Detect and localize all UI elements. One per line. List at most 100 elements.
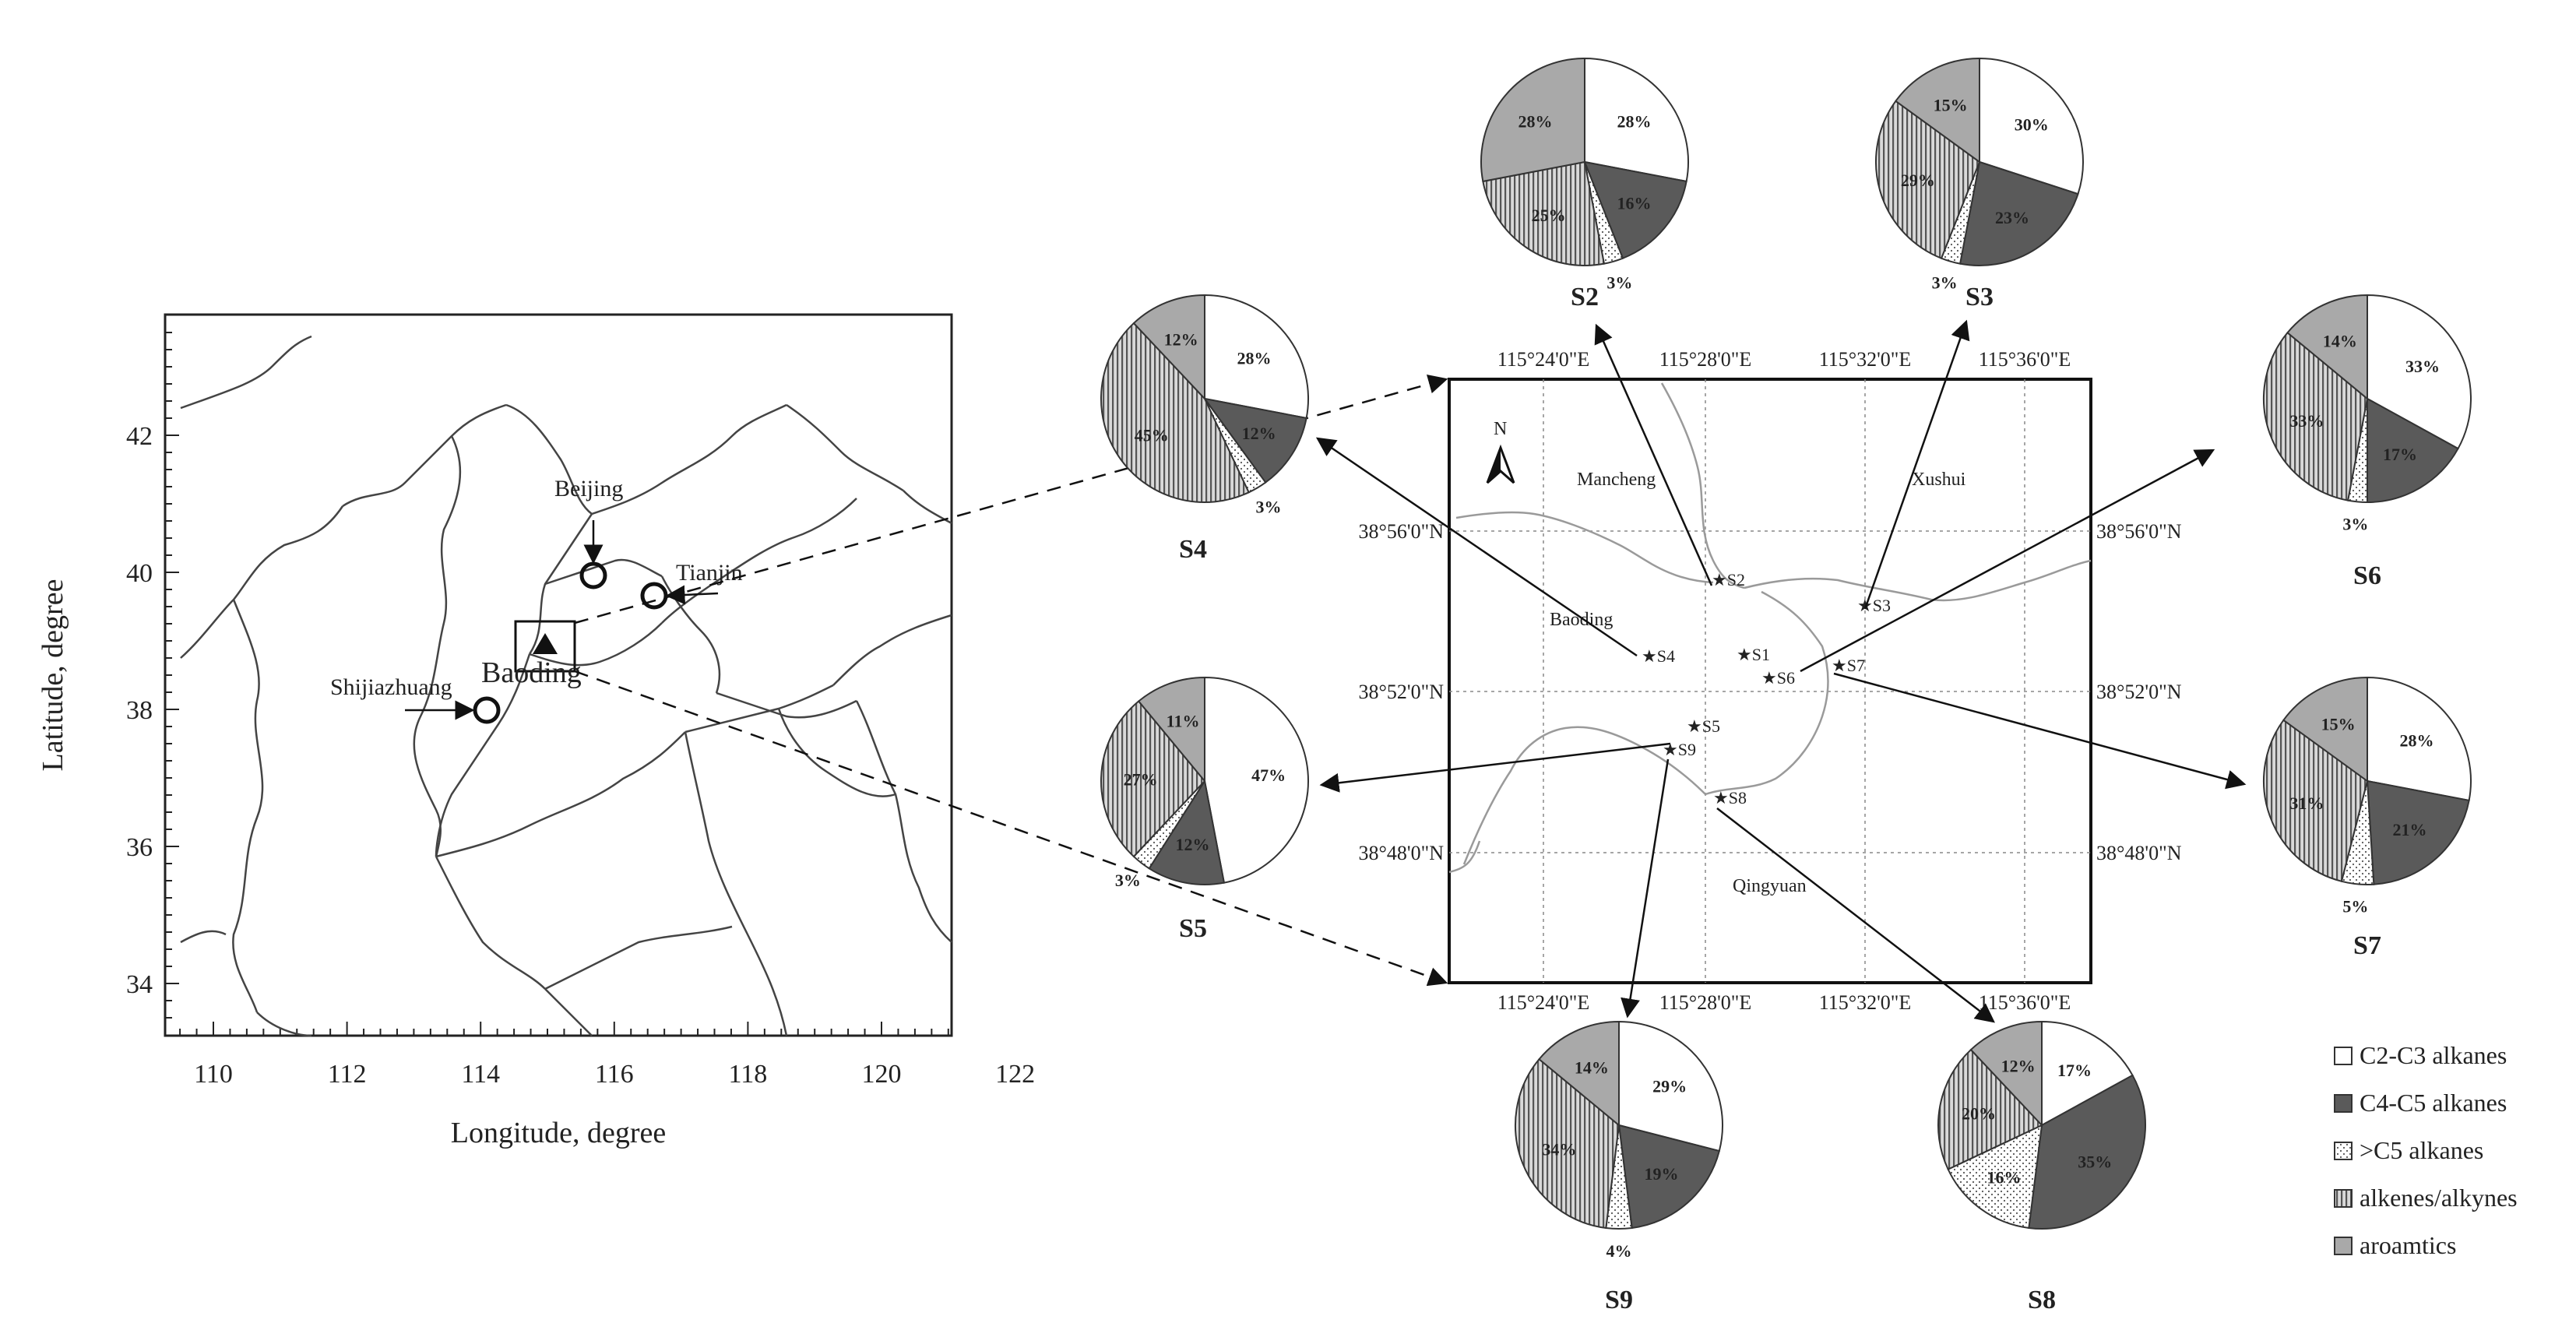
pie-slice-label: 21% [2393, 820, 2427, 839]
pie-slice [2286, 294, 2368, 401]
pie-title: S2 [1571, 283, 1599, 311]
leader-baoding-s5 [574, 670, 1448, 987]
province-boundaries [180, 335, 952, 1037]
pie-slice-label: 34% [1542, 1139, 1576, 1159]
site-s3: ★S3 [1857, 596, 1891, 615]
city-label-tianjin: Tianjin [676, 560, 743, 586]
pie-slice [1132, 294, 1205, 401]
pie-slice-label: 29% [1901, 171, 1935, 190]
pie-title: S3 [1965, 283, 1994, 311]
pie-slice-label: 3% [1115, 871, 1141, 890]
pie-s4: 28% 12% 3% 45% 12% S4 [1100, 294, 1309, 564]
pie-slice [1875, 100, 1981, 259]
pie-slice-label: 14% [1575, 1057, 1609, 1077]
pie-slice-label: 4% [1606, 1241, 1632, 1261]
pie-slice-label: 31% [2289, 793, 2324, 813]
pie-slice-label: 33% [2289, 411, 2324, 431]
leader-s3 [1863, 319, 1970, 610]
pie-slice [2367, 676, 2472, 802]
y-tick-label: 40 [126, 559, 153, 588]
pie-slice [1148, 779, 1226, 885]
pie-slice-label: 28% [2400, 730, 2434, 750]
pie-slice-label: 12% [1164, 329, 1198, 349]
top-coord-label: 115°32'0"E [1819, 348, 1912, 371]
top-coord-label: 115°36'0"E [1979, 348, 2071, 371]
site-s5: ★S5 [1687, 716, 1720, 736]
city-marker-baoding [533, 633, 558, 654]
left-coord-label: 38°56'0"N [1359, 520, 1445, 543]
pie-slice-label: 23% [1995, 208, 2029, 227]
pie-slice-label: 28% [1617, 111, 1652, 131]
pie-s3: 30% 23% 3% 29% 15% S3 [1875, 57, 2084, 311]
site-s7: ★S7 [1832, 656, 1865, 675]
pie-slice [1204, 676, 1309, 884]
pie-s5: 47% 12% 3% 27% 11% S5 [1100, 676, 1309, 943]
site-s6: ★S6 [1761, 668, 1795, 688]
pie-slice-label: 12% [2001, 1056, 2036, 1075]
pie-slice [2263, 331, 2369, 501]
top-coord-label: 115°24'0"E [1497, 348, 1590, 371]
city-label-shijiazhuang: Shijiazhuang [330, 674, 452, 700]
pie-slice [1515, 1057, 1621, 1230]
legend-swatch-c4c5 [2334, 1094, 2353, 1113]
pie-slice [1584, 57, 1689, 183]
bottom-coord-label: 115°24'0"E [1497, 991, 1590, 1014]
pie-slice-label: 28% [1237, 348, 1272, 368]
pie-slice-label: 19% [1645, 1164, 1679, 1184]
detail-map-frame [1448, 378, 2092, 984]
pie-slice-label: 16% [1987, 1168, 2022, 1188]
leader-baoding-s4 [574, 375, 1448, 625]
y-tick-label: 36 [126, 833, 153, 862]
legend-label-c2c3: C2-C3 alkanes [2360, 1041, 2507, 1069]
pie-title: S6 [2353, 561, 2381, 590]
pie-slice [2263, 719, 2369, 883]
pie-slice-label: 20% [1962, 1104, 1996, 1124]
y-tick-label: 42 [126, 422, 153, 451]
x-tick-label: 122 [995, 1060, 1035, 1089]
leader-s6 [1800, 449, 2215, 673]
legend-swatch-c2c3 [2334, 1047, 2353, 1065]
pie-slice [1583, 160, 1687, 259]
pie-slice [1480, 57, 1585, 183]
detail-map-grid: 115°24'0"E 115°28'0"E 115°32'0"E 115°36'0"E… [1359, 348, 2182, 1014]
legend-swatch-c5plus [2334, 1142, 2353, 1160]
bottom-coord-label: 115°36'0"E [1979, 991, 2071, 1014]
pie-slice [1617, 1124, 1721, 1230]
legend-label-c5plus: >C5 alkanes [2360, 1136, 2483, 1164]
pie-slice [2366, 779, 2470, 885]
y-tick-label: 34 [126, 970, 153, 999]
right-coord-label: 38°48'0"N [2096, 842, 2182, 864]
right-coord-label: 38°52'0"N [2096, 681, 2182, 703]
detail-map: 115°24'0"E 115°28'0"E 115°32'0"E 115°36'0"E… [1359, 348, 2182, 1014]
pie-slice-label: 12% [1242, 424, 1276, 443]
legend-label-aromatics: aroamtics [2360, 1231, 2456, 1259]
pie-s7: 28% 21% 5% 31% 15% S7 [2263, 676, 2472, 960]
y-tick-label: 38 [126, 696, 153, 725]
bottom-coord-label: 115°32'0"E [1819, 991, 1912, 1014]
legend-label-alkenes: alkenes/alkynes [2360, 1184, 2518, 1212]
pie-slice-label: 15% [2321, 715, 2356, 734]
pie-s2: 28% 16% 3% 25% 28% S2 [1480, 57, 1689, 311]
pie-slice-label: 15% [1934, 96, 1968, 115]
legend-label-c4c5: C4-C5 alkanes [2360, 1089, 2507, 1117]
leader-s4 [1315, 437, 1638, 657]
legend-swatch-aromatics [2334, 1237, 2353, 1255]
right-coord-label: 38°56'0"N [2096, 520, 2182, 543]
pie-slice [1947, 1124, 2043, 1230]
pie-slice [1202, 397, 1307, 484]
pie-charts: 28% 16% 3% 25% 28% S2 30% 23% 3% 29% 15% S3 28% 12% 3%… [1100, 57, 2472, 1314]
pie-slice-label: 35% [2078, 1152, 2112, 1171]
left-coord-label: 38°48'0"N [1359, 842, 1445, 864]
pie-slice-label: 5% [2342, 896, 2368, 916]
town-xushui: Xushui [1912, 470, 1966, 490]
pie-title: S5 [1179, 914, 1207, 943]
pie-slice [1538, 1020, 1620, 1128]
pie-title: S7 [2353, 931, 2381, 960]
pie-slice-label: 45% [1135, 425, 1169, 445]
pie-s8: 17% 35% 16% 20% 12% S8 [1937, 1020, 2146, 1314]
north-label: N [1494, 419, 1507, 439]
pie-slice [1100, 322, 1250, 503]
pie-slice-label: 12% [1176, 835, 1210, 854]
x-tick-label: 116 [595, 1060, 634, 1089]
legend: C2-C3 alkanes C4-C5 alkanes >C5 alkanes … [2334, 1041, 2518, 1259]
